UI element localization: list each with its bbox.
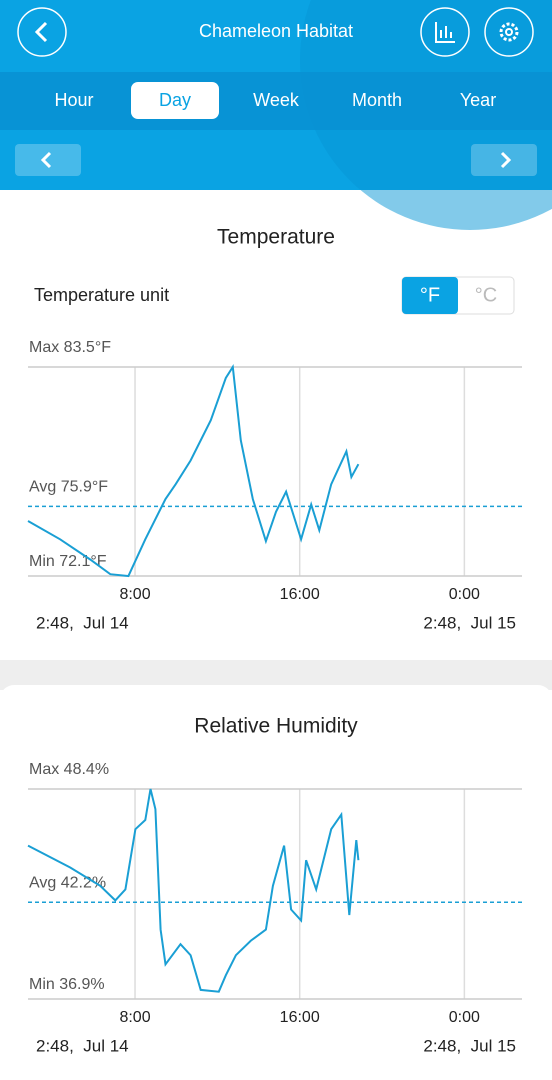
unit-label: Temperature unit [34, 285, 169, 305]
chart-title: Temperature [217, 226, 335, 249]
settings-icon [499, 22, 519, 42]
tab[interactable]: Month [352, 90, 402, 110]
data-line [27, 788, 360, 993]
y-tick-label: Min 36.9% [29, 976, 105, 993]
data-line [27, 364, 360, 578]
y-tick-label: Max 48.4% [29, 761, 109, 778]
prev-button[interactable] [15, 144, 81, 176]
x-tick-label: 8:00 [119, 1009, 150, 1026]
settings-icon-center [505, 28, 513, 36]
tab[interactable]: Year [460, 90, 496, 110]
tab[interactable]: Week [253, 90, 300, 110]
range-start: 2:48, Jul 14 [36, 613, 129, 632]
header-title: Chameleon Habitat [199, 21, 353, 41]
range-end: 2:48, Jul 15 [423, 613, 516, 632]
back-button[interactable] [17, 7, 67, 57]
range-end: 2:48, Jul 15 [423, 1036, 516, 1055]
unit-option[interactable]: °F [420, 284, 440, 306]
chart-title: Relative Humidity [194, 715, 358, 738]
prev-icon [40, 151, 52, 169]
x-tick-label: 16:00 [280, 586, 320, 603]
humidity-card [0, 685, 552, 1080]
stats-button[interactable] [420, 7, 470, 57]
tab[interactable]: Day [159, 90, 191, 110]
tab-bar [0, 72, 552, 130]
x-tick-label: 8:00 [119, 586, 150, 603]
y-tick-label: Min 72.1°F [29, 553, 107, 570]
average-label: Avg 75.9°F [29, 479, 108, 496]
tab[interactable]: Hour [54, 90, 93, 110]
next-button[interactable] [471, 144, 537, 176]
range-start: 2:48, Jul 14 [36, 1036, 129, 1055]
stats-icon [435, 22, 455, 43]
x-tick-label: 0:00 [449, 586, 480, 603]
next-icon [500, 151, 512, 169]
active-tab [131, 82, 219, 119]
settings-button[interactable] [484, 7, 534, 57]
unit-option[interactable]: °C [475, 284, 497, 306]
x-tick-label: 0:00 [449, 1009, 480, 1026]
back-icon [34, 21, 48, 43]
y-tick-label: Max 83.5°F [29, 339, 111, 356]
unit-option-active[interactable] [402, 277, 458, 314]
x-tick-label: 16:00 [280, 1009, 320, 1026]
